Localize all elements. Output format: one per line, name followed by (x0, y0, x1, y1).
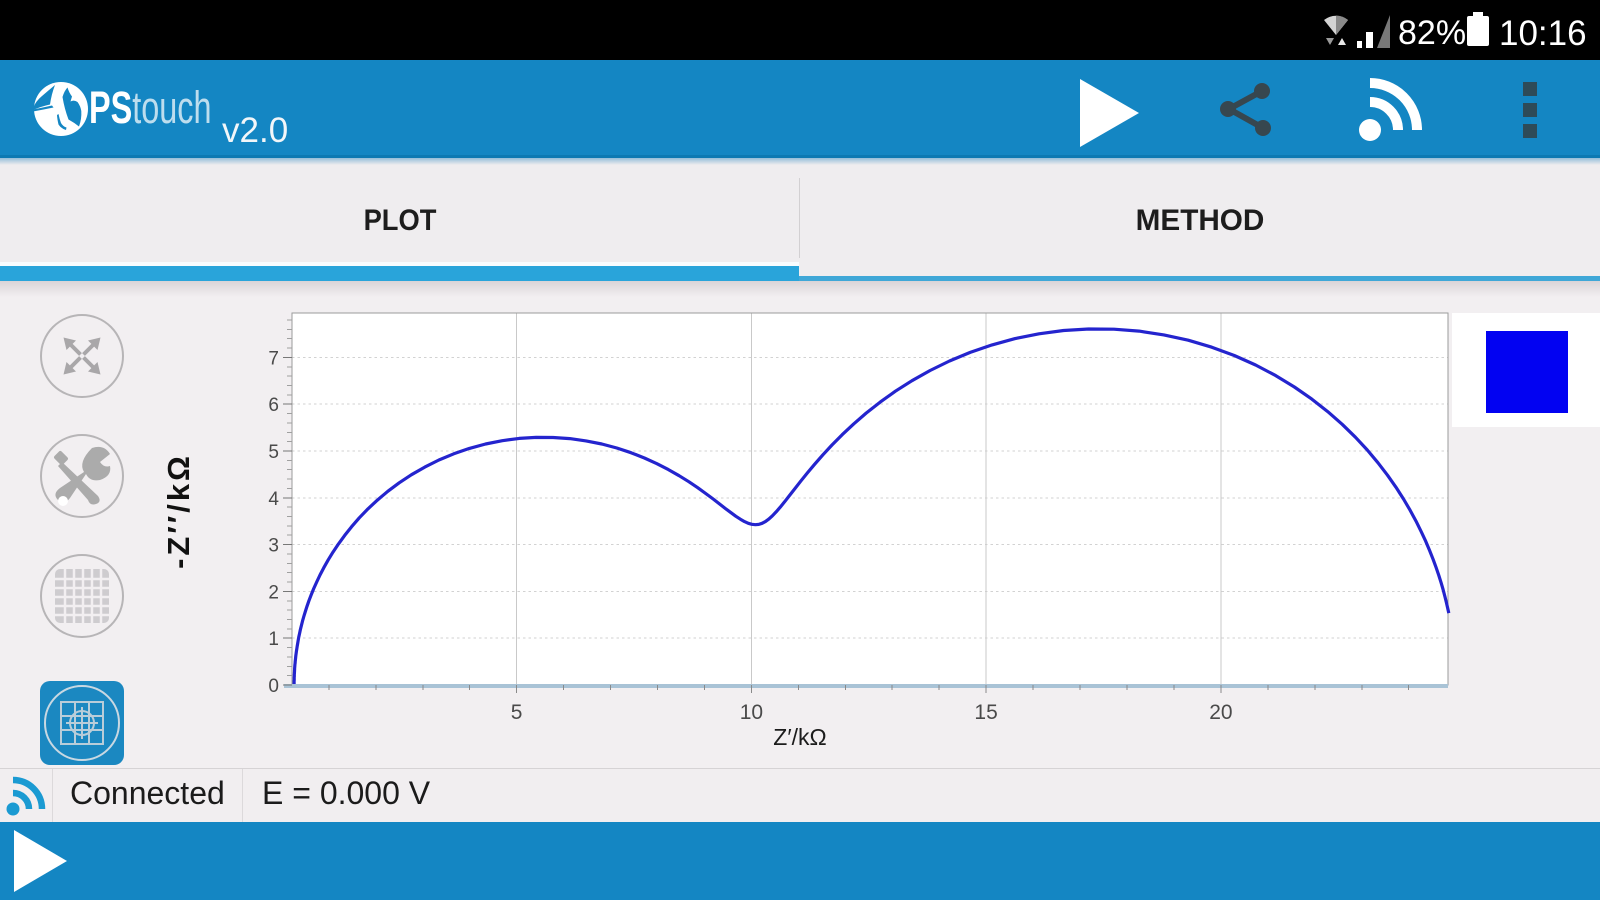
svg-text:15: 15 (974, 701, 997, 724)
svg-text:2: 2 (268, 582, 279, 603)
svg-text:4: 4 (268, 489, 279, 510)
svg-text:7: 7 (268, 348, 279, 369)
svg-text:20: 20 (1209, 701, 1232, 724)
svg-text:0: 0 (268, 676, 279, 697)
svg-text:5: 5 (268, 442, 279, 463)
svg-text:10: 10 (740, 701, 763, 724)
svg-text:6: 6 (268, 395, 279, 416)
svg-text:10:16: 10:16 (1499, 14, 1587, 53)
svg-text:1: 1 (268, 629, 279, 650)
svg-text:5: 5 (511, 701, 523, 724)
svg-text:82%: 82% (1398, 14, 1466, 52)
svg-text:Z′/kΩ: Z′/kΩ (773, 724, 826, 750)
svg-text:3: 3 (268, 536, 279, 557)
